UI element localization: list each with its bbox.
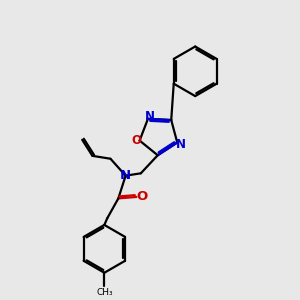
Text: N: N [176,137,186,151]
Text: N: N [120,169,131,182]
Text: CH₃: CH₃ [96,288,113,297]
Text: N: N [144,110,154,123]
Text: O: O [136,190,147,203]
Text: O: O [131,134,141,147]
